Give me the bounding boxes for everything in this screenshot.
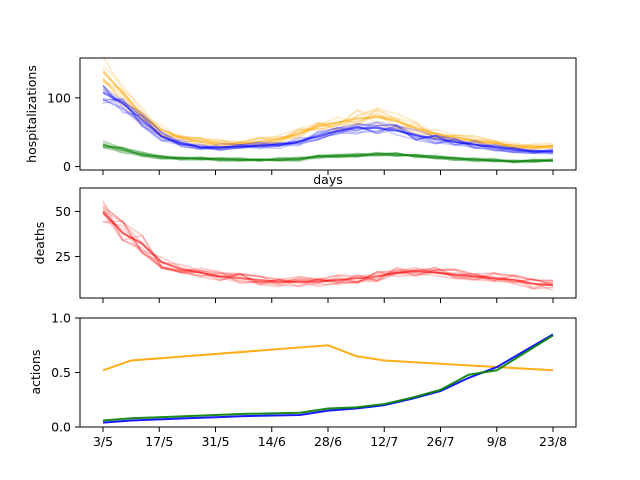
panel-deaths: 25 50 deaths (32, 187, 577, 303)
series-line (102, 210, 554, 287)
y-axis-label: actions (28, 350, 43, 395)
series-line (102, 71, 554, 149)
y-tick-label: 0 (63, 159, 71, 174)
plot-frame (79, 57, 577, 171)
ensemble-lines (102, 85, 554, 155)
x-ticks (102, 298, 554, 303)
panel-actions: 0.0 0.5 1.0 3/5 17/5 31/5 14/6 28/6 12/7 26/7 9/8… (28, 311, 577, 449)
ensemble-line (102, 89, 554, 155)
series-line (102, 334, 554, 422)
series-lines (102, 333, 554, 424)
series-line (102, 91, 553, 153)
y-ticks: 0.0 0.5 1.0 (51, 311, 80, 435)
y-tick-label: 0.5 (51, 365, 71, 380)
series-line (102, 143, 554, 163)
x-tick-label: 14/6 (258, 434, 286, 449)
series-lines (102, 200, 554, 292)
ensemble-line (102, 85, 554, 153)
ensemble-line (102, 80, 554, 151)
ensemble-line (102, 220, 554, 288)
ensemble-line (102, 77, 554, 150)
series-line (102, 333, 554, 424)
y-tick-label: 1.0 (51, 311, 71, 326)
panel-hospitalizations: 0 100 hospitalizations days (24, 55, 577, 187)
x-ticks (102, 170, 554, 175)
x-axis-label: days (313, 172, 343, 187)
y-ticks: 25 50 (55, 204, 80, 264)
y-tick-label: 100 (47, 90, 71, 105)
ensemble-line (102, 98, 554, 155)
ensemble-line (102, 79, 554, 150)
ensemble-line (102, 209, 554, 289)
y-tick-label: 0.0 (51, 420, 71, 435)
series-line (102, 344, 554, 372)
ensemble-line (102, 206, 554, 290)
x-tick-label: 31/5 (201, 434, 229, 449)
x-tick-label: 17/5 (145, 434, 173, 449)
x-tick-label: 9/8 (487, 434, 507, 449)
y-tick-label: 25 (55, 249, 71, 264)
x-tick-label: 3/5 (93, 434, 113, 449)
x-ticks: 3/5 17/5 31/5 14/6 28/6 12/7 26/7 9/8 23/8 (93, 427, 567, 449)
x-tick-label: 28/6 (314, 434, 342, 449)
y-axis-label: hospitalizations (24, 65, 39, 163)
y-ticks: 0 100 (47, 90, 80, 174)
y-axis-label: deaths (32, 222, 47, 265)
x-tick-label: 23/8 (539, 434, 567, 449)
x-tick-label: 12/7 (370, 434, 398, 449)
x-tick-label: 26/7 (426, 434, 454, 449)
ensemble-line (102, 206, 554, 290)
ensemble-line (102, 98, 554, 153)
series-lines (102, 55, 554, 164)
y-tick-label: 50 (55, 204, 71, 219)
ensemble-line (102, 145, 554, 163)
